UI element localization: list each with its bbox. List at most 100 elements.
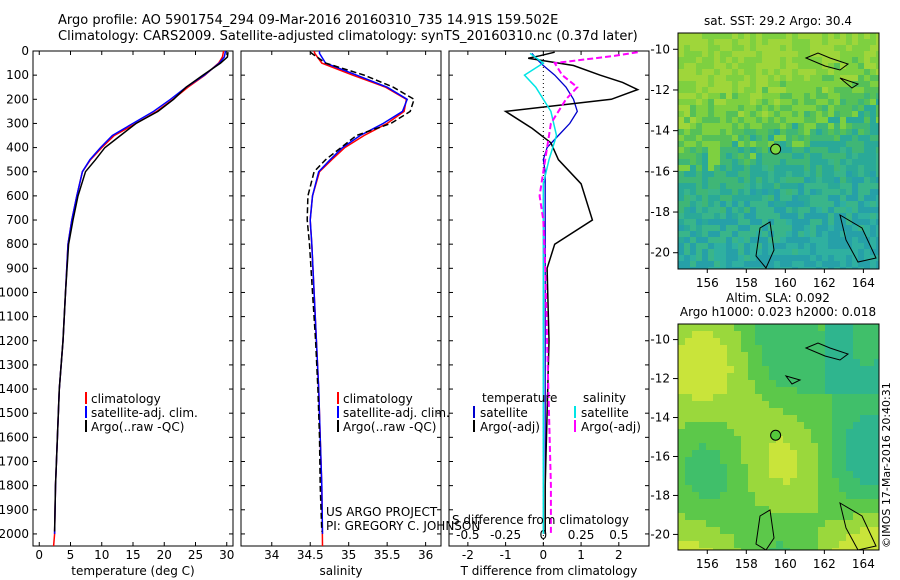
map-cell [846,93,852,99]
map-cell [755,436,762,443]
map-cell [732,159,738,165]
temperature-profile-lines [52,51,229,546]
map-cell [678,513,685,520]
map-cell [769,408,776,415]
map-cell [786,225,792,231]
map-cell [713,520,720,527]
map-cell [876,183,879,189]
salinity-axis-label: salinity [319,564,362,578]
map-cell [768,189,774,195]
map-cell [768,93,774,99]
map-cell [864,57,870,63]
map-cell [780,81,786,87]
map-cell [678,117,684,123]
map-cell [762,111,768,117]
map-cell [732,99,738,105]
map-cell [783,415,790,422]
map-cell [720,534,727,541]
map-cell [750,135,756,141]
map-cell [750,213,756,219]
map-cell [706,548,713,550]
map-cell [867,513,874,520]
map-cell [727,324,734,331]
map-cell [852,105,858,111]
map-cell [834,51,840,57]
map-cell [678,255,684,261]
map-cell [839,422,846,429]
map-cell [727,436,734,443]
map-cell [699,422,706,429]
map-cell [783,513,790,520]
map-cell [696,87,702,93]
map-cell [839,338,846,345]
map-cell [741,485,748,492]
map-cell [692,548,699,550]
map-cell [816,237,822,243]
map-cell [732,57,738,63]
map-cell [840,213,846,219]
map-cell [834,123,840,129]
map-cell [797,478,804,485]
map-cell [828,249,834,255]
map-cell [756,177,762,183]
map-cell [834,171,840,177]
map-cell [762,147,768,153]
map-cell [804,87,810,93]
map-cell [684,267,690,269]
map-cell [727,513,734,520]
map-cell [762,201,768,207]
map-cell [714,261,720,267]
map-cell [713,485,720,492]
map-cell [797,408,804,415]
depth-axis: 0100200300400500600700800900100011001200… [0,44,649,541]
map-cell [797,338,804,345]
map-cell [750,171,756,177]
map-cell [756,255,762,261]
map-cell [822,255,828,261]
map-cell [713,548,720,550]
map-cell [852,51,858,57]
map-cell [726,207,732,213]
map-cell [692,485,699,492]
map-cell [762,359,769,366]
salinity-legend: climatology satellite-adj. clim. Argo(..… [337,392,450,434]
map-cell [714,57,720,63]
map-cell [816,69,822,75]
map-cell [684,129,690,135]
map-cell [774,93,780,99]
map-cell [860,373,867,380]
map-cell [818,457,825,464]
map-cell [804,380,811,387]
map-cell [867,415,874,422]
map-cell [870,177,876,183]
map-cell [804,129,810,135]
map-cell [699,324,706,331]
map-cell [768,69,774,75]
map-cell [804,485,811,492]
map-cell [828,57,834,63]
map-cell [839,499,846,506]
map-cell [762,141,768,147]
map-cell [696,219,702,225]
map-cell [699,415,706,422]
map-cell [699,443,706,450]
map-cell [684,75,690,81]
map-cell [860,352,867,359]
map-cell [780,105,786,111]
map-cell [792,261,798,267]
map-cell [720,63,726,69]
map-cell [846,99,852,105]
map-cell [713,345,720,352]
map-cell [762,373,769,380]
map-cell [720,485,727,492]
map-lat-label: -14 [650,411,670,425]
map-cell [834,153,840,159]
map-cell [853,471,860,478]
map-cell [678,231,684,237]
map-cell [846,352,853,359]
map-cell [738,123,744,129]
map-cell [818,478,825,485]
map-cell [834,105,840,111]
map-cell [706,373,713,380]
map-cell [738,87,744,93]
